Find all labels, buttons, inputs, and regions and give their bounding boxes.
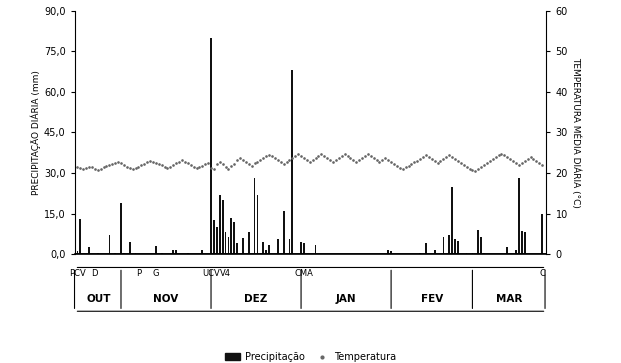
Bar bbox=[480, 237, 482, 254]
Bar bbox=[173, 250, 174, 254]
Bar bbox=[425, 243, 427, 254]
Bar bbox=[419, 253, 421, 254]
Bar bbox=[434, 250, 435, 254]
Bar bbox=[254, 179, 255, 254]
Bar bbox=[88, 247, 90, 254]
Bar bbox=[227, 237, 229, 254]
Bar bbox=[219, 195, 220, 254]
Bar bbox=[76, 252, 78, 254]
Text: CMA: CMA bbox=[294, 269, 314, 278]
Bar bbox=[471, 253, 473, 254]
Text: DEZ: DEZ bbox=[244, 294, 268, 304]
Bar bbox=[233, 222, 235, 254]
Bar bbox=[97, 253, 99, 254]
Bar bbox=[225, 232, 227, 254]
Text: OUT: OUT bbox=[87, 294, 111, 304]
Bar bbox=[161, 253, 163, 254]
Bar bbox=[242, 238, 244, 254]
Bar bbox=[506, 247, 508, 254]
Y-axis label: PRECIPITAÇÃO DIÁRIA (mm): PRECIPITAÇÃO DIÁRIA (mm) bbox=[30, 70, 41, 195]
Bar bbox=[265, 250, 267, 254]
Legend: Precipitação, Temperatura: Precipitação, Temperatura bbox=[221, 348, 400, 363]
Bar bbox=[230, 217, 232, 254]
Bar bbox=[187, 253, 189, 254]
Bar bbox=[213, 220, 215, 254]
Bar bbox=[120, 203, 122, 254]
Bar bbox=[454, 239, 456, 254]
Bar bbox=[135, 253, 137, 254]
Bar bbox=[303, 243, 305, 254]
Bar bbox=[263, 242, 264, 254]
Bar bbox=[542, 213, 543, 254]
Bar bbox=[123, 253, 125, 254]
Bar bbox=[283, 211, 284, 254]
Bar bbox=[448, 235, 450, 254]
Text: P: P bbox=[136, 269, 141, 278]
Bar bbox=[237, 243, 238, 254]
Bar bbox=[277, 239, 279, 254]
Bar bbox=[388, 250, 389, 254]
Text: JAN: JAN bbox=[336, 294, 356, 304]
Bar bbox=[300, 242, 302, 254]
Bar bbox=[483, 253, 485, 254]
Bar bbox=[129, 242, 130, 254]
Bar bbox=[109, 235, 111, 254]
Text: D: D bbox=[92, 269, 98, 278]
Text: UCV: UCV bbox=[202, 269, 220, 278]
Bar bbox=[222, 200, 224, 254]
Bar bbox=[451, 187, 453, 254]
Bar bbox=[268, 245, 270, 254]
Text: V4: V4 bbox=[220, 269, 231, 278]
Bar bbox=[155, 246, 156, 254]
Y-axis label: TEMPERATURA MÉDIA DIÁRIA (°C): TEMPERATURA MÉDIA DIÁRIA (°C) bbox=[571, 57, 580, 208]
Bar bbox=[210, 38, 212, 254]
Text: PCV: PCV bbox=[69, 269, 86, 278]
Bar bbox=[201, 250, 203, 254]
Bar bbox=[478, 230, 479, 254]
Bar bbox=[248, 232, 250, 254]
Bar bbox=[515, 250, 517, 254]
Bar bbox=[315, 245, 317, 254]
Bar bbox=[256, 195, 258, 254]
Text: MAR: MAR bbox=[496, 294, 522, 304]
Bar bbox=[466, 253, 468, 254]
Bar bbox=[521, 231, 523, 254]
Bar bbox=[114, 253, 116, 254]
Bar bbox=[457, 241, 459, 254]
Text: NOV: NOV bbox=[153, 294, 179, 304]
Bar bbox=[79, 219, 81, 254]
Bar bbox=[524, 232, 525, 254]
Bar bbox=[289, 239, 290, 254]
Text: C: C bbox=[539, 269, 545, 278]
Text: G: G bbox=[153, 269, 159, 278]
Bar bbox=[291, 70, 293, 254]
Bar bbox=[443, 237, 444, 254]
Bar bbox=[216, 227, 218, 254]
Bar bbox=[390, 252, 392, 254]
Text: FEV: FEV bbox=[420, 294, 443, 304]
Bar bbox=[518, 179, 520, 254]
Bar bbox=[175, 250, 177, 254]
